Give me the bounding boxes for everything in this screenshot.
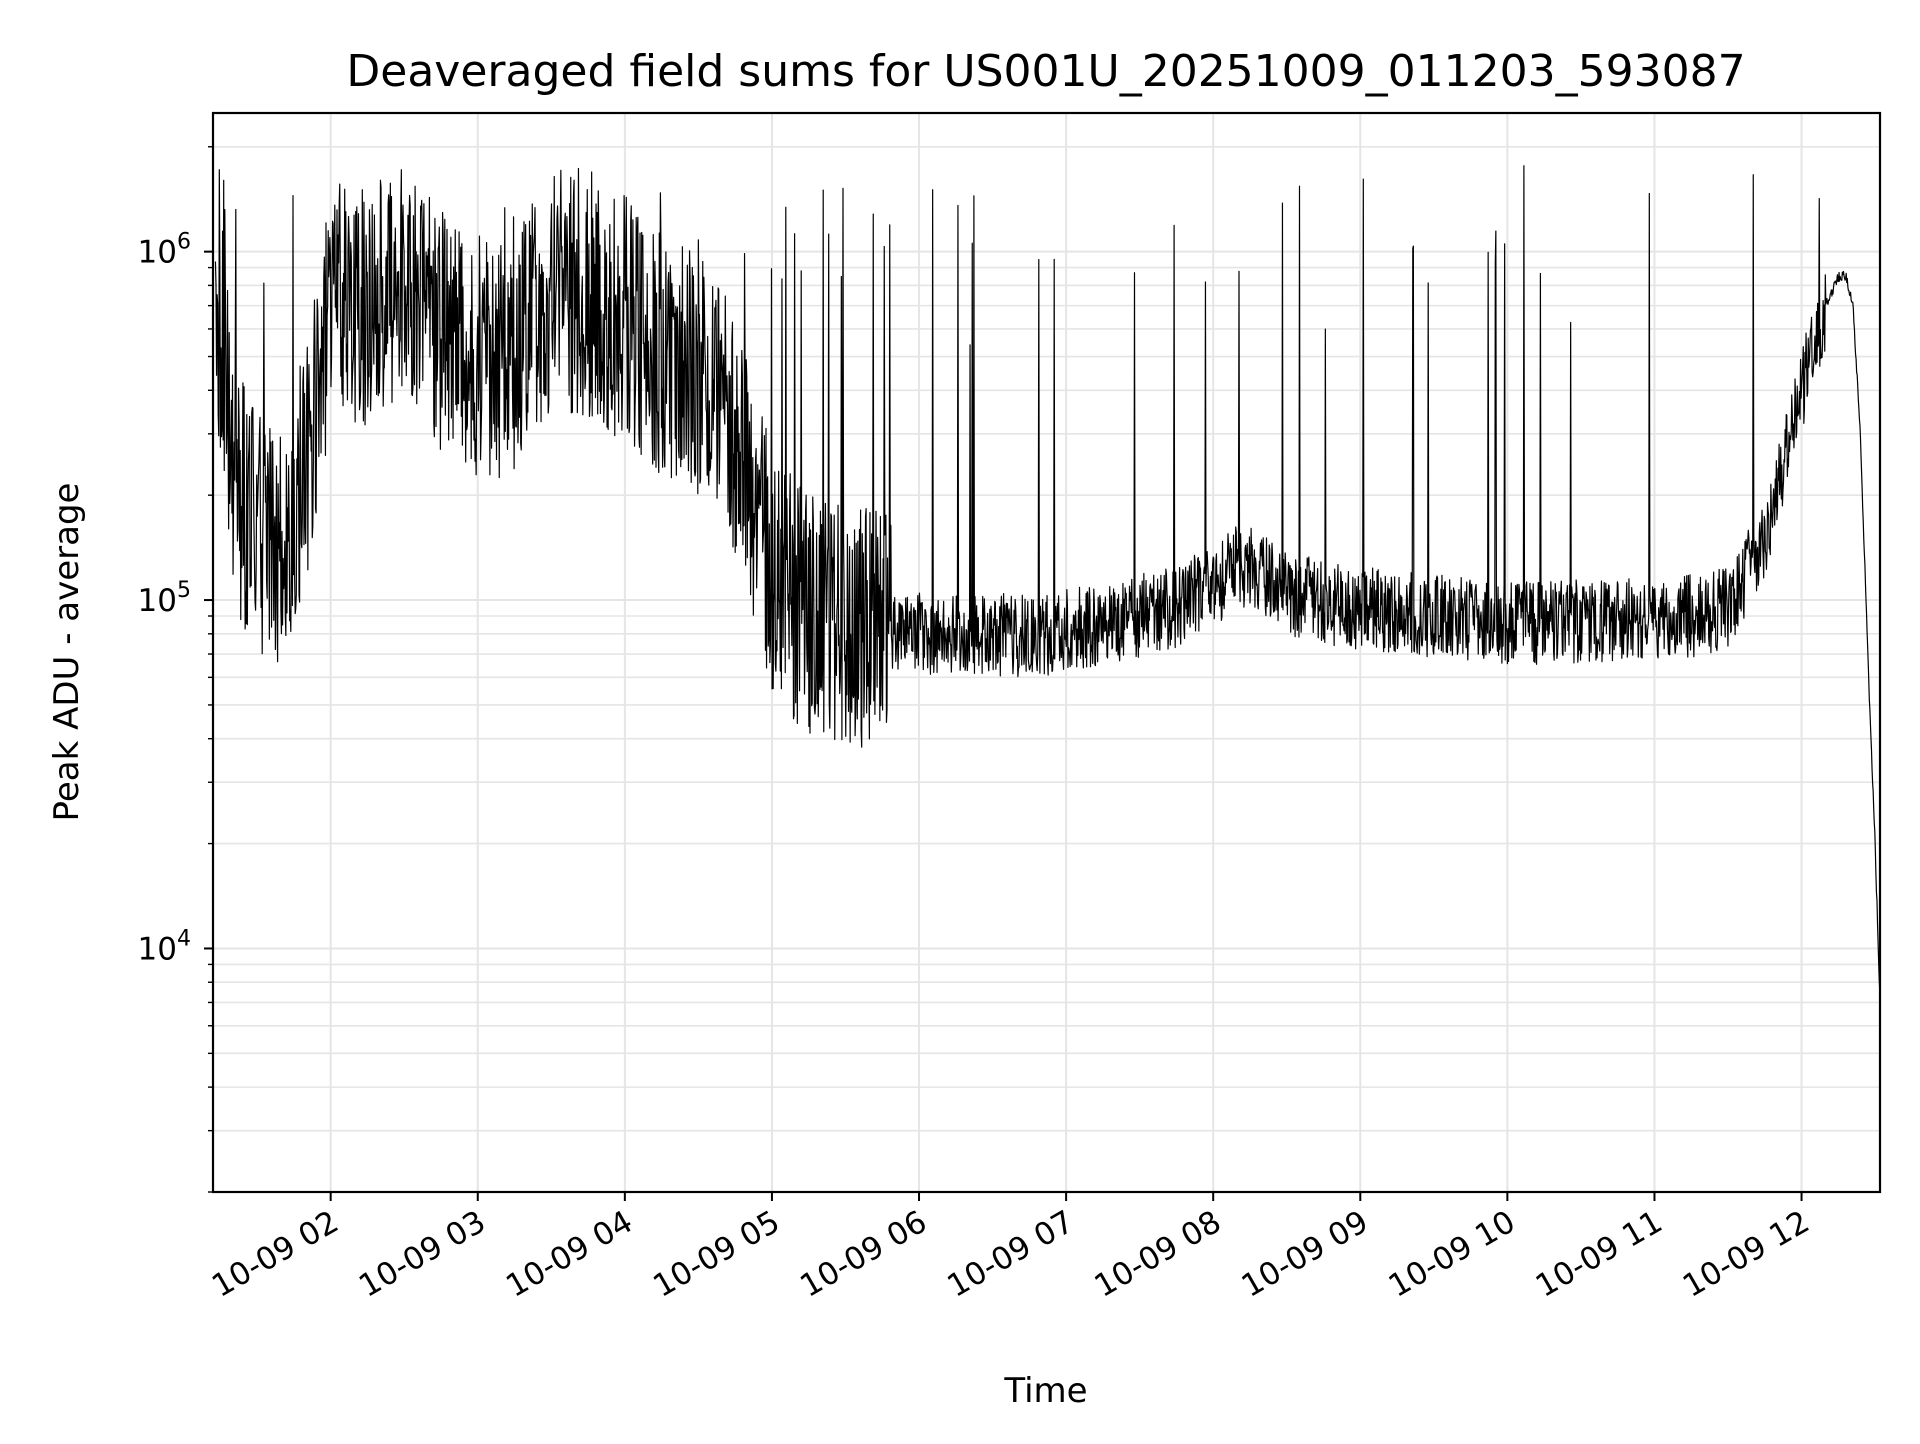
- grid-layer: [213, 113, 1880, 1193]
- chart-title: Deaveraged field sums for US001U_2025100…: [346, 46, 1745, 97]
- series-line: [214, 165, 1881, 991]
- data-layer: [214, 165, 1881, 991]
- x-axis-label: Time: [1003, 1371, 1087, 1411]
- y-tick-label: 105: [138, 578, 191, 619]
- y-tick-label: 106: [138, 230, 191, 271]
- y-axis-label: Peak ADU - average: [47, 483, 87, 822]
- plot-frame: [211, 111, 1882, 1194]
- y-tick-label: 104: [138, 926, 191, 967]
